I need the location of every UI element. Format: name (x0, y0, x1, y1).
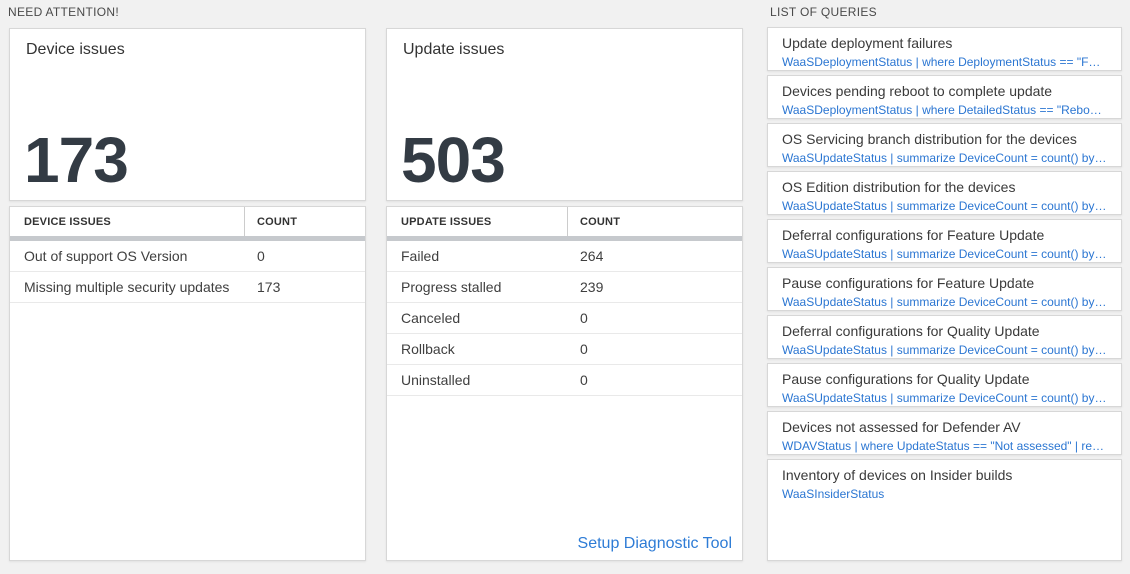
device-issues-title: Device issues (26, 41, 125, 58)
setup-diagnostic-tool-link[interactable]: Setup Diagnostic Tool (577, 535, 732, 552)
query-title: Devices pending reboot to complete updat… (782, 83, 1053, 99)
list-of-queries-section-header: LIST OF QUERIES (770, 5, 877, 19)
row-label: Missing multiple security updates (24, 279, 230, 295)
device-issues-tile[interactable]: Device issues 173 (9, 28, 366, 201)
query-item-os-servicing-branch[interactable]: OS Servicing branch distribution for the… (767, 123, 1122, 167)
row-count: 0 (257, 248, 265, 264)
row-label: Out of support OS Version (24, 248, 188, 264)
row-count: 0 (580, 341, 588, 357)
row-count: 173 (257, 279, 281, 295)
row-label: Rollback (401, 341, 455, 357)
device-issues-column-header: DEVICE ISSUES (10, 207, 245, 236)
query-item-insider-builds-inventory[interactable]: Inventory of devices on Insider builds W… (767, 459, 1122, 561)
query-item-update-deployment-failures[interactable]: Update deployment failures WaaSDeploymen… (767, 27, 1122, 71)
query-item-deferral-quality-update[interactable]: Deferral configurations for Quality Upda… (767, 315, 1122, 359)
device-issues-count: 173 (24, 124, 129, 196)
count-column-header: COUNT (580, 215, 621, 228)
need-attention-section-header: NEED ATTENTION! (8, 5, 119, 19)
table-header-divider-bar (387, 236, 742, 241)
query-text: WaaSUpdateStatus | summarize DeviceCount… (782, 342, 1107, 357)
query-item-defender-av-not-assessed[interactable]: Devices not assessed for Defender AV WDA… (767, 411, 1122, 455)
row-label: Uninstalled (401, 372, 471, 388)
query-item-pause-feature-update[interactable]: Pause configurations for Feature Update … (767, 267, 1122, 311)
table-row[interactable]: Missing multiple security updates 173 (10, 272, 365, 303)
update-issues-title: Update issues (403, 41, 505, 58)
row-count: 0 (580, 310, 588, 326)
query-text: WaaSUpdateStatus | summarize DeviceCount… (782, 294, 1107, 309)
table-row[interactable]: Progress stalled 239 (387, 272, 742, 303)
query-item-pause-quality-update[interactable]: Pause configurations for Quality Update … (767, 363, 1122, 407)
query-text: WDAVStatus | where UpdateStatus == "Not … (782, 438, 1107, 453)
query-title: Update deployment failures (782, 35, 953, 51)
table-row[interactable]: Uninstalled 0 (387, 365, 742, 396)
query-text: WaaSUpdateStatus | summarize DeviceCount… (782, 390, 1107, 405)
query-text: WaaSUpdateStatus | summarize DeviceCount… (782, 198, 1107, 213)
query-title: OS Edition distribution for the devices (782, 179, 1016, 195)
query-list: Update deployment failures WaaSDeploymen… (767, 27, 1122, 561)
table-row[interactable]: Canceled 0 (387, 303, 742, 334)
query-title: OS Servicing branch distribution for the… (782, 131, 1077, 147)
row-count: 264 (580, 248, 604, 264)
query-title: Deferral configurations for Feature Upda… (782, 227, 1045, 243)
query-text: WaaSDeploymentStatus | where DetailedSta… (782, 102, 1107, 117)
query-title: Deferral configurations for Quality Upda… (782, 323, 1040, 339)
device-issues-table: DEVICE ISSUES COUNT Out of support OS Ve… (9, 206, 366, 561)
table-row[interactable]: Rollback 0 (387, 334, 742, 365)
table-header-divider-bar (10, 236, 365, 241)
query-title: Devices not assessed for Defender AV (782, 419, 1021, 435)
count-column-header: COUNT (257, 215, 298, 228)
query-item-os-edition-distribution[interactable]: OS Edition distribution for the devices … (767, 171, 1122, 215)
row-count: 239 (580, 279, 604, 295)
query-title: Pause configurations for Feature Update (782, 275, 1035, 291)
row-count: 0 (580, 372, 588, 388)
table-row[interactable]: Failed 264 (387, 241, 742, 272)
update-issues-tile[interactable]: Update issues 503 (386, 28, 743, 201)
table-row[interactable]: Out of support OS Version 0 (10, 241, 365, 272)
query-text: WaaSUpdateStatus | summarize DeviceCount… (782, 150, 1107, 165)
update-issues-count: 503 (401, 124, 506, 196)
query-item-deferral-feature-update[interactable]: Deferral configurations for Feature Upda… (767, 219, 1122, 263)
row-label: Failed (401, 248, 440, 264)
update-issues-table: UPDATE ISSUES COUNT Failed 264 Progress … (386, 206, 743, 561)
query-text: WaaSInsiderStatus (782, 486, 885, 501)
device-issues-table-header: DEVICE ISSUES COUNT (10, 207, 365, 236)
row-label: Canceled (401, 310, 461, 326)
query-text: WaaSUpdateStatus | summarize DeviceCount… (782, 246, 1107, 261)
query-title: Inventory of devices on Insider builds (782, 467, 1013, 483)
row-label: Progress stalled (401, 279, 502, 295)
query-item-devices-pending-reboot[interactable]: Devices pending reboot to complete updat… (767, 75, 1122, 119)
update-issues-table-header: UPDATE ISSUES COUNT (387, 207, 742, 236)
update-issues-column-header: UPDATE ISSUES (387, 207, 568, 236)
query-title: Pause configurations for Quality Update (782, 371, 1030, 387)
query-text: WaaSDeploymentStatus | where DeploymentS… (782, 54, 1107, 69)
